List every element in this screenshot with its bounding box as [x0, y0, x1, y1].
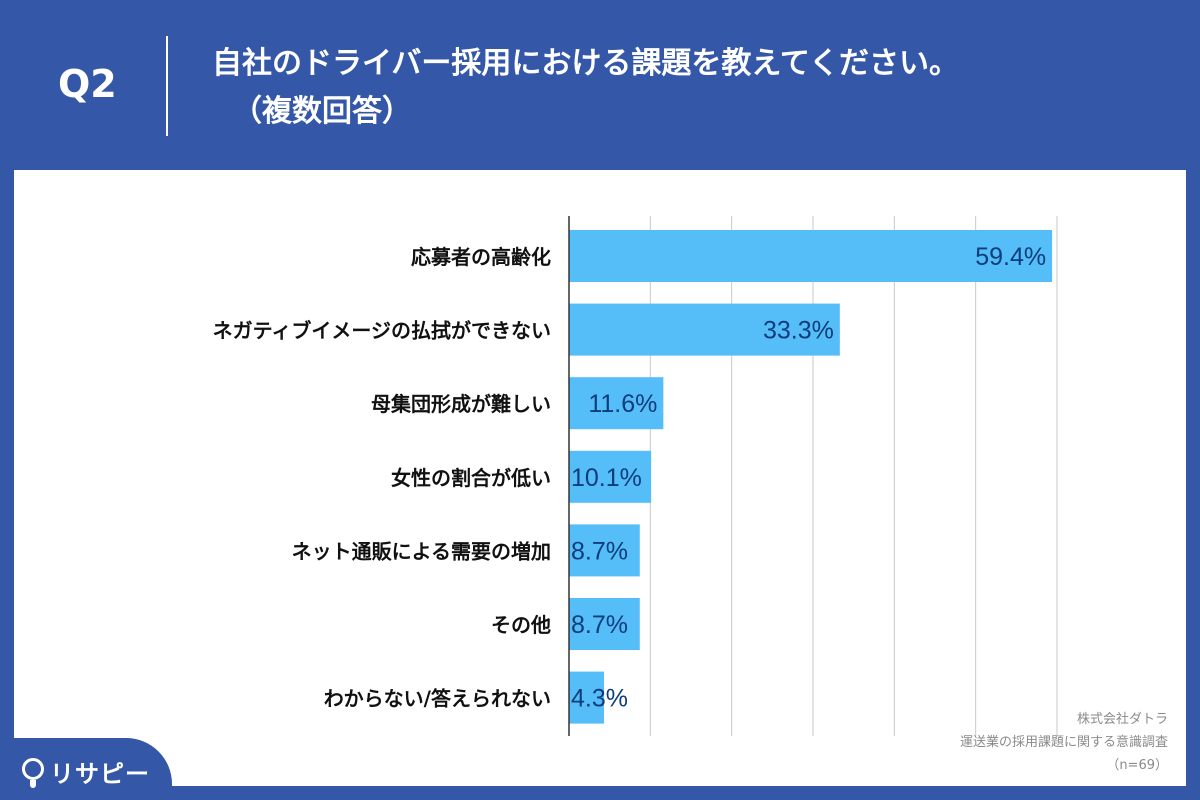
- value-label: 33.3%: [763, 317, 834, 345]
- brand-logo: リサピー: [0, 738, 172, 800]
- category-label: 女性の割合が低い: [391, 466, 551, 490]
- source-sample-size: （n=69）: [1106, 758, 1168, 773]
- value-label: 11.6%: [588, 390, 657, 418]
- bar: [569, 598, 640, 650]
- source-note: 株式会社ダトラ 運送業の採用課題に関する意識調査 （n=69）: [960, 708, 1168, 777]
- source-survey: 運送業の採用課題に関する意識調査: [959, 735, 1168, 750]
- bar: [569, 671, 604, 724]
- category-label: 応募者の高齢化: [411, 245, 551, 269]
- question-title: 自社のドライバー採用における課題を教えてください。 （複数回答）: [212, 40, 959, 136]
- bar-chart: 応募者の高齢化ネガティブイメージの払拭ができない母集団形成が難しい女性の割合が低…: [213, 216, 1058, 736]
- bar: [569, 377, 664, 430]
- value-label: 10.1%: [571, 464, 642, 492]
- chart-panel: 応募者の高齢化ネガティブイメージの払拭ができない母集団形成が難しい女性の割合が低…: [14, 170, 1186, 786]
- bar: [569, 303, 840, 356]
- bar: [569, 450, 652, 503]
- header-divider: [166, 36, 168, 136]
- value-label: 8.7%: [571, 611, 628, 639]
- value-label: 4.3%: [571, 685, 628, 713]
- bar: [569, 230, 1053, 282]
- question-number: Q2: [58, 62, 117, 106]
- value-labels: 59.4% 33.3% 11.6% 10.1% 8.7% 8.7% 4.3%: [571, 243, 1046, 713]
- value-label: 8.7%: [571, 537, 628, 565]
- bar: [569, 524, 640, 577]
- category-labels: 応募者の高齢化ネガティブイメージの払拭ができない母集団形成が難しい女性の割合が低…: [213, 245, 551, 711]
- question-title-line2: （複数回答）: [232, 94, 412, 129]
- grid-lines: [649, 216, 1058, 736]
- value-label: 59.4%: [975, 243, 1046, 271]
- category-label: ネット通販による需要の増加: [292, 539, 551, 563]
- brand-logo-text: リサピー: [50, 760, 150, 788]
- category-label: ネガティブイメージの払拭ができない: [213, 319, 551, 343]
- bars: [569, 230, 1053, 724]
- pin-icon: [22, 758, 44, 788]
- category-label: 母集団形成が難しい: [371, 392, 551, 416]
- category-label: わからない/答えられない: [324, 687, 551, 711]
- source-company: 株式会社ダトラ: [1076, 712, 1168, 727]
- category-label: その他: [491, 613, 551, 637]
- question-title-line1: 自社のドライバー採用における課題を教えてください。: [212, 46, 959, 81]
